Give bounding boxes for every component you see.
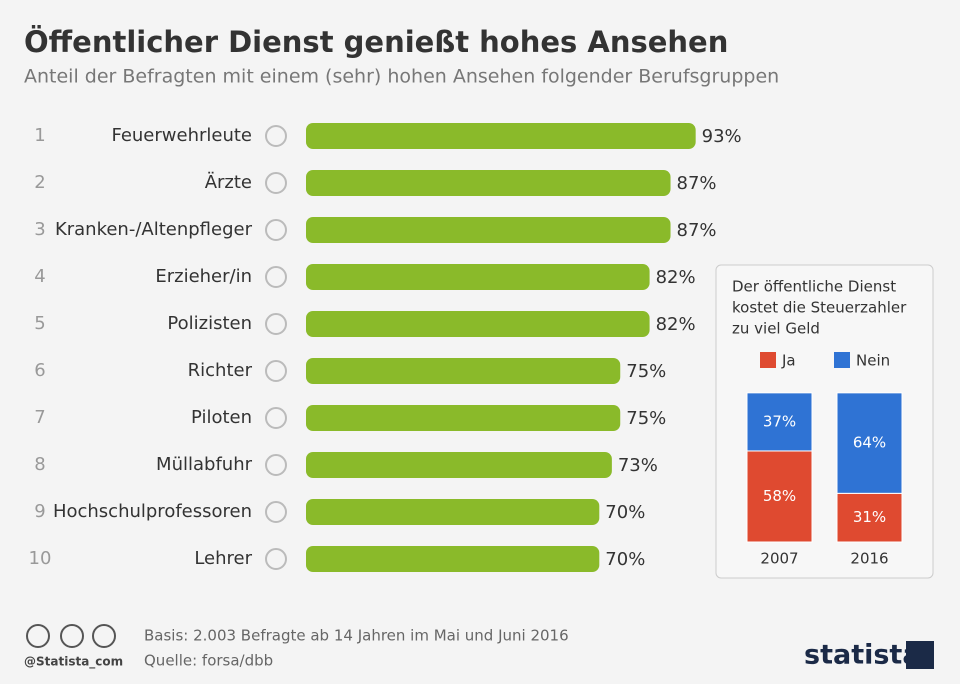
legend-label: Ja: [781, 352, 796, 370]
category-label: Piloten: [191, 407, 252, 428]
bar: [306, 217, 671, 243]
rank: 8: [34, 454, 45, 475]
value-label: 58%: [763, 487, 796, 505]
icon: [265, 125, 287, 147]
category-label: Feuerwehrleute: [111, 125, 252, 146]
bar: [306, 499, 600, 525]
subtitle: Anteil der Befragten mit einem (sehr) ho…: [24, 66, 779, 88]
bar-segment: [746, 450, 813, 543]
bar-segment: [746, 392, 813, 452]
bar: [306, 405, 621, 431]
basis: Basis: 2.003 Befragte ab 14 Jahren im Ma…: [144, 627, 569, 645]
rank: 4: [34, 266, 45, 287]
inset-title: zu viel Geld: [732, 320, 820, 338]
rank: 1: [34, 125, 45, 146]
rank: 9: [34, 501, 45, 522]
cc-icons: [26, 624, 116, 648]
value-label: 70%: [605, 502, 645, 523]
bar: [306, 264, 650, 290]
legend-swatch: [834, 352, 850, 368]
inset-title: kostet die Steuerzahler: [732, 299, 907, 317]
value-label: 93%: [702, 126, 742, 147]
bar-segment: [836, 392, 903, 494]
value-label: 87%: [677, 173, 717, 194]
icon: [265, 360, 287, 382]
bar: [306, 546, 600, 572]
value-label: 75%: [626, 408, 666, 429]
bar-segment: [836, 492, 903, 543]
category-label: Müllabfuhr: [156, 454, 253, 475]
x-tick-label: 2007: [760, 550, 798, 568]
rank: 7: [34, 407, 45, 428]
category-label: Hochschulprofessoren: [53, 501, 252, 522]
value-label: 87%: [677, 220, 717, 241]
legend-swatch: [760, 352, 776, 368]
icon: [265, 501, 287, 523]
rank: 6: [34, 360, 45, 381]
category-label: Lehrer: [194, 548, 252, 569]
rank: 5: [34, 313, 45, 334]
value-label: 70%: [605, 549, 645, 570]
bar: [306, 170, 671, 196]
bar: [306, 123, 696, 149]
title: Öffentlicher Dienst genießt hohes Ansehe…: [24, 25, 728, 59]
icon: [265, 548, 287, 570]
rank: 2: [34, 172, 45, 193]
icon: [265, 407, 287, 429]
inset-title: Der öffentliche Dienst: [732, 278, 896, 296]
category-label: Erzieher/in: [155, 266, 252, 287]
bar: [306, 311, 650, 337]
x-tick-label: 2016: [850, 550, 888, 568]
category-label: Kranken-/Altenpfleger: [55, 219, 253, 240]
logo-icon: [906, 641, 934, 669]
icon: [265, 266, 287, 288]
legend-label: Nein: [856, 352, 890, 370]
value-label: 82%: [656, 267, 696, 288]
icon: [265, 454, 287, 476]
icon: [265, 172, 287, 194]
value-label: 75%: [626, 361, 666, 382]
handle: @Statista_com: [24, 655, 123, 670]
rank: 10: [29, 548, 52, 569]
rank: 3: [34, 219, 45, 240]
category-label: Polizisten: [167, 313, 252, 334]
value-label: 82%: [656, 314, 696, 335]
value-label: 64%: [853, 434, 886, 452]
category-label: Ärzte: [205, 172, 252, 193]
bar: [306, 358, 621, 384]
source: Quelle: forsa/dbb: [144, 652, 273, 670]
icon: [265, 219, 287, 241]
logo: statista: [804, 640, 921, 671]
category-label: Richter: [188, 360, 253, 381]
icon: [265, 313, 287, 335]
value-label: 37%: [763, 412, 796, 430]
bar: [306, 452, 612, 478]
value-label: 73%: [618, 455, 658, 476]
value-label: 31%: [853, 508, 886, 526]
